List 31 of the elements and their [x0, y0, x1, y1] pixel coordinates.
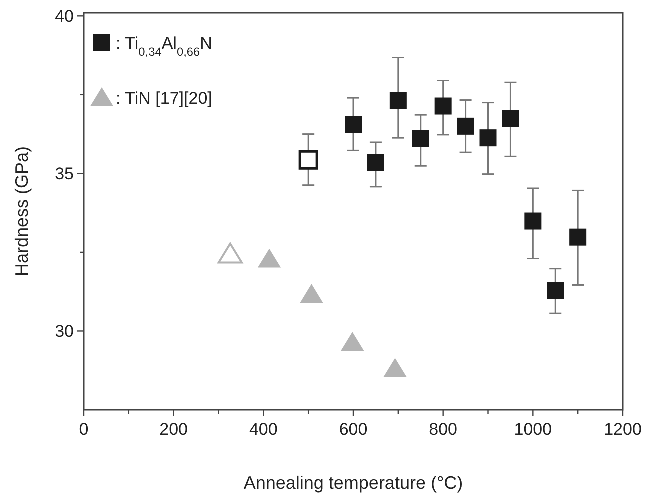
x-tick-label: 0: [79, 420, 89, 439]
x-tick-label: 1000: [514, 420, 552, 439]
point: [300, 284, 324, 304]
x-tick-label: 1200: [604, 420, 642, 439]
point: [384, 358, 407, 378]
point: [524, 212, 542, 230]
point: [480, 130, 497, 147]
legend-label: : TiN [17][20]: [116, 89, 212, 108]
point: [570, 228, 587, 246]
point: [434, 98, 452, 115]
x-axis-title: Annealing temperature (°C): [244, 473, 464, 493]
point: [367, 154, 384, 172]
y-tick-label: 35: [55, 164, 74, 184]
point: [345, 116, 362, 134]
point: [412, 130, 430, 148]
y-tick-label: 40: [55, 7, 74, 26]
point: [258, 248, 282, 268]
y-tick-label: 30: [55, 322, 74, 342]
legend-label: : Ti$_{0,34}$Al$_{0,66}$N: [116, 34, 212, 59]
point: [502, 110, 520, 128]
x-tick-label: 800: [429, 420, 458, 439]
point: [218, 242, 243, 264]
x-tick-label: 400: [249, 420, 278, 439]
y-axis-title: Hardness (GPa): [12, 146, 32, 277]
point: [547, 282, 564, 300]
point: [457, 118, 474, 135]
point: [390, 92, 407, 110]
x-tick-label: 200: [160, 420, 188, 439]
point: [341, 332, 364, 351]
x-tick-label: 600: [339, 420, 368, 439]
point: [298, 150, 318, 170]
